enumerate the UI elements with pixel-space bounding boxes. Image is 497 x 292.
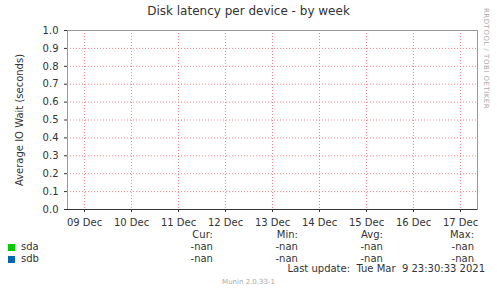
svg-text:12 Dec: 12 Dec xyxy=(208,217,243,228)
html-text:Disk latency per device - by w: Disk latency per device - by week xyxy=(147,4,350,18)
svg-text:10 Dec: 10 Dec xyxy=(114,217,149,228)
svg-text:17 Dec: 17 Dec xyxy=(443,217,478,228)
svg-text:0.0: 0.0 xyxy=(43,204,59,215)
svg-text:14 Dec: 14 Dec xyxy=(302,217,337,228)
html-text:Max:: Max: xyxy=(450,229,474,240)
svg-text:0.4: 0.4 xyxy=(43,132,59,143)
svg-text:16 Dec: 16 Dec xyxy=(396,217,431,228)
html-text:Cur:: Cur: xyxy=(192,229,213,240)
svg-text:1.0: 1.0 xyxy=(43,25,59,36)
svg-text:0.5: 0.5 xyxy=(43,114,59,125)
svg-text:15 Dec: 15 Dec xyxy=(349,217,384,228)
svg-text:Average IO Wait (seconds): Average IO Wait (seconds) xyxy=(14,54,25,186)
svg-text:09 Dec: 09 Dec xyxy=(67,217,102,228)
html-text:sdb: sdb xyxy=(21,253,39,264)
svg-text:0.7: 0.7 xyxy=(43,78,59,89)
svg-text:13 Dec: 13 Dec xyxy=(255,217,290,228)
html-text:Last update: Tue Mar 9 23:30:3: Last update: Tue Mar 9 23:30:33 2021 xyxy=(287,263,485,274)
html-text:-nan: -nan xyxy=(360,241,383,252)
html-text:Avg:: Avg: xyxy=(361,229,383,240)
html-text:-nan: -nan xyxy=(275,241,298,252)
svg-text:0.6: 0.6 xyxy=(43,96,59,107)
html-text:Munin 2.0.33-1: Munin 2.0.33-1 xyxy=(222,278,275,286)
svg-text:0.8: 0.8 xyxy=(43,61,59,72)
svg-text:0.2: 0.2 xyxy=(43,168,59,179)
html-text:Min:: Min: xyxy=(276,229,298,240)
html-text:-nan: -nan xyxy=(190,253,213,264)
html-text:RRDTOOL / TOBI OETIKER: RRDTOOL / TOBI OETIKER xyxy=(482,8,490,110)
html-text:-nan: -nan xyxy=(451,253,474,264)
html-text:-nan: -nan xyxy=(451,241,474,252)
svg-text:0.9: 0.9 xyxy=(43,43,59,54)
html-text:-nan: -nan xyxy=(190,241,213,252)
svg-text:11 Dec: 11 Dec xyxy=(161,217,196,228)
svg-text:0.1: 0.1 xyxy=(43,186,59,197)
html-text:sda: sda xyxy=(21,241,39,252)
html-text:-nan: -nan xyxy=(360,253,383,264)
html-text:-nan: -nan xyxy=(275,253,298,264)
svg-text:0.3: 0.3 xyxy=(43,150,59,161)
